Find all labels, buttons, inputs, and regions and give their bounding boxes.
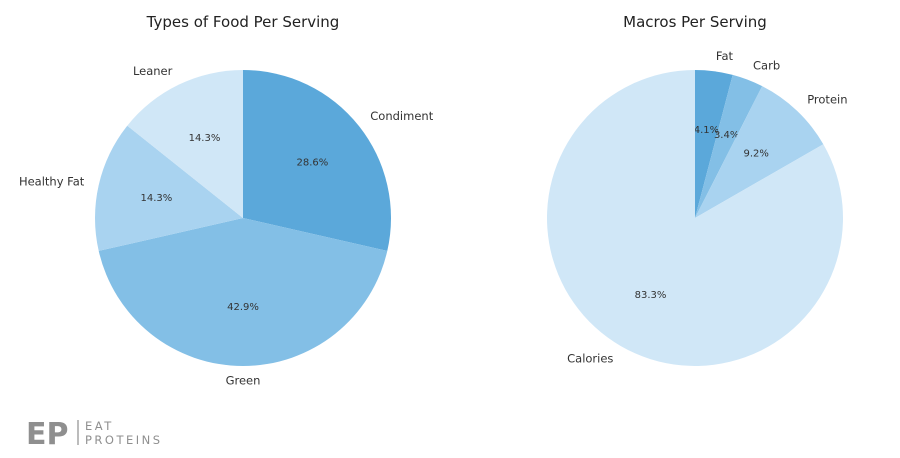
pie-slice-green (98, 218, 388, 366)
slice-percent-carb: 3.4% (714, 130, 739, 141)
logo-mark: EP (26, 417, 68, 452)
slice-percent-condiment: 28.6% (297, 158, 329, 169)
logo-text-line1: EAT (85, 419, 114, 433)
pie-slice-healthy-fat (94, 125, 243, 251)
slice-percent-protein: 9.2% (743, 149, 768, 160)
pie-slice-calories (547, 70, 843, 366)
pie-slice-protein (695, 86, 824, 218)
slice-percent-leaner: 14.3% (189, 133, 221, 144)
chart-title: Macros Per Serving (623, 13, 767, 31)
pie-slice-fat (695, 70, 733, 218)
eat-proteins-logo: EP EAT PROTEINS (26, 417, 163, 452)
slice-label-fat: Fat (716, 49, 734, 63)
pie-slice-carb (695, 74, 763, 218)
pie-slice-leaner (127, 70, 243, 218)
slice-label-green: Green (226, 373, 261, 387)
slice-label-calories: Calories (567, 351, 613, 365)
slice-label-protein: Protein (807, 93, 847, 107)
slice-percent-calories: 83.3% (635, 290, 667, 301)
pie-chart-macros: Fat 4.1% Carb 3.4% Protein 9.2% Calories 83.3% M… (547, 13, 848, 366)
chart-title: Types of Food Per Serving (146, 13, 340, 31)
slice-label-leaner: Leaner (133, 64, 173, 78)
logo-text-line2: PROTEINS (85, 433, 163, 447)
pie-slice-condiment (243, 70, 391, 251)
slice-percent-fat: 4.1% (694, 125, 719, 136)
slice-label-condiment: Condiment (370, 109, 433, 123)
slice-percent-green: 42.9% (227, 302, 259, 313)
slice-percent-healthy-fat: 14.3% (141, 193, 173, 204)
slice-label-healthy-fat: Healthy Fat (19, 174, 85, 188)
slice-label-carb: Carb (753, 58, 780, 72)
pie-chart-food-types: Condiment 28.6% Green 42.9% Healthy Fat 14.3%… (19, 13, 434, 387)
